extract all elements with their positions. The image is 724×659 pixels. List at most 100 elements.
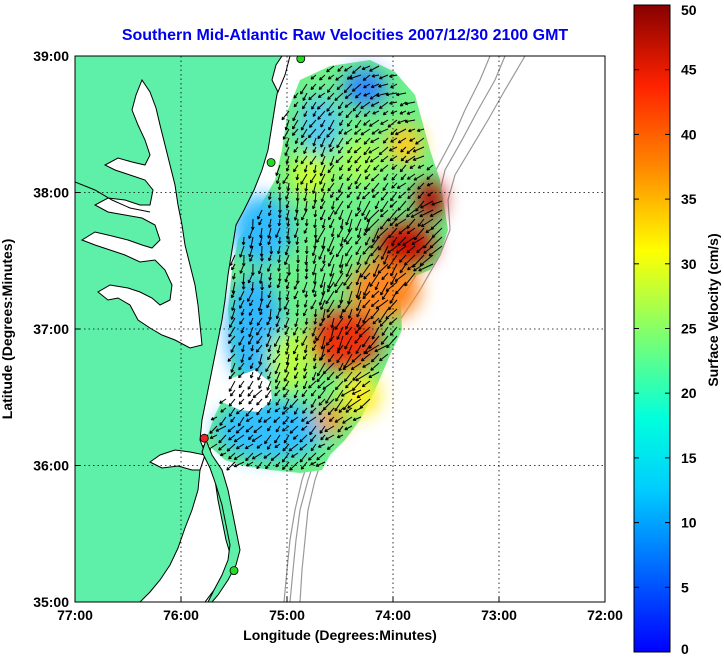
velocity-arrow-head — [352, 72, 356, 74]
colorbar-tick-label: 30 — [681, 256, 697, 272]
velocity-arrow — [374, 344, 389, 352]
velocity-arrow-head — [371, 179, 375, 182]
velocity-arrow — [296, 218, 299, 227]
velocity-arrow — [339, 173, 344, 180]
velocity-arrow — [313, 137, 317, 147]
velocity-arrow — [314, 317, 317, 325]
velocity-arrow — [324, 425, 335, 432]
velocity-arrow-head — [344, 379, 348, 382]
data-gap — [218, 370, 272, 412]
velocity-arrow-head — [355, 187, 359, 190]
velocity-arrow — [317, 380, 326, 389]
velocity-arrow — [351, 362, 362, 370]
velocity-arrow — [345, 209, 353, 226]
velocity-arrow — [294, 227, 299, 238]
velocity-arrow — [371, 353, 380, 363]
velocity-arrow — [387, 209, 398, 222]
velocity-arrow — [267, 263, 272, 272]
velocity-arrow-head — [218, 449, 222, 451]
velocity-arrow — [404, 101, 416, 105]
velocity-arrow — [322, 236, 326, 249]
velocity-arrow — [363, 272, 371, 280]
velocity-arrow — [295, 200, 299, 213]
velocity-arrow-head — [355, 96, 359, 99]
velocity-arrow — [209, 425, 218, 434]
velocity-arrow-head — [331, 234, 335, 238]
velocity-arrow — [325, 290, 335, 305]
velocity-arrow — [267, 353, 272, 361]
velocity-arrow-head — [238, 424, 242, 427]
velocity-arrow — [405, 119, 416, 123]
velocity-arrow — [335, 74, 344, 81]
velocity-arrow — [230, 389, 236, 397]
velocity-arrow-head — [256, 413, 260, 416]
velocity-arrow — [345, 254, 353, 267]
velocity-arrow-head — [260, 235, 263, 239]
velocity-arrow — [362, 191, 371, 200]
velocity-arrow-head — [364, 217, 368, 221]
velocity-arrow — [301, 425, 308, 431]
velocity-arrow-head — [256, 403, 260, 406]
velocity-arrow — [356, 281, 362, 298]
velocity-arrow-head — [335, 388, 339, 391]
velocity-arrow — [347, 200, 353, 209]
velocity-arrow-head — [310, 440, 314, 443]
velocity-arrow-head — [297, 269, 300, 273]
velocity-arrow-head — [375, 287, 379, 291]
velocity-arrow-head — [268, 349, 272, 353]
velocity-arrow — [294, 209, 299, 221]
velocity-arrow-head — [257, 216, 261, 220]
velocity-arrow-head — [268, 258, 272, 262]
velocity-arrow — [319, 425, 326, 434]
colorbar-tick-label: 15 — [681, 450, 697, 466]
velocity-arrow — [248, 308, 254, 316]
velocity-arrow — [259, 236, 263, 246]
velocity-arrow — [256, 317, 263, 326]
velocity-arrow — [368, 335, 380, 349]
velocity-arrow-head — [347, 206, 351, 209]
velocity-arrow-head — [360, 275, 364, 278]
velocity-arrow-head — [228, 341, 232, 344]
velocity-arrow — [310, 299, 317, 310]
velocity-arrow — [364, 344, 380, 354]
velocity-arrow — [267, 398, 272, 406]
velocity-arrow-head — [253, 431, 257, 434]
velocity-arrow-head — [306, 223, 309, 227]
velocity-arrow-head — [308, 98, 312, 101]
velocity-arrow-head — [339, 217, 342, 221]
velocity-arrow-head — [314, 214, 318, 218]
velocity-arrow-head — [277, 251, 281, 255]
velocity-arrow-head — [395, 292, 399, 295]
velocity-arrow-head — [364, 142, 368, 145]
velocity-arrow-head — [296, 241, 300, 245]
velocity-arrow — [312, 371, 317, 381]
velocity-arrow — [352, 83, 362, 92]
velocity-arrow — [323, 254, 326, 264]
velocity-arrow — [289, 398, 299, 409]
velocity-arrow-head — [339, 123, 343, 126]
velocity-arrow-head — [294, 287, 298, 290]
velocity-arrow-head — [404, 284, 408, 287]
velocity-arrow-head — [347, 352, 351, 355]
velocity-arrow-head — [389, 224, 394, 227]
velocity-arrow-head — [238, 386, 243, 389]
velocity-arrow-head — [249, 322, 253, 326]
velocity-arrow — [339, 164, 344, 171]
velocity-arrow — [381, 272, 389, 280]
velocity-arrow — [375, 299, 389, 310]
y-tick-label: 35:00 — [33, 594, 69, 610]
velocity-arrow — [303, 362, 308, 372]
velocity-arrow — [247, 380, 254, 390]
velocity-arrow — [336, 326, 344, 340]
velocity-arrow — [359, 398, 371, 409]
velocity-arrow-head — [415, 209, 419, 212]
velocity-arrow-head — [391, 178, 396, 181]
velocity-arrow — [334, 317, 344, 330]
velocity-arrow-head — [230, 394, 234, 397]
velocity-arrow-head — [426, 168, 431, 171]
velocity-arrow — [334, 92, 344, 101]
velocity-arrow-head — [245, 459, 249, 462]
velocity-arrow-head — [416, 251, 420, 254]
velocity-arrow-head — [238, 343, 242, 346]
velocity-arrow — [381, 245, 389, 260]
